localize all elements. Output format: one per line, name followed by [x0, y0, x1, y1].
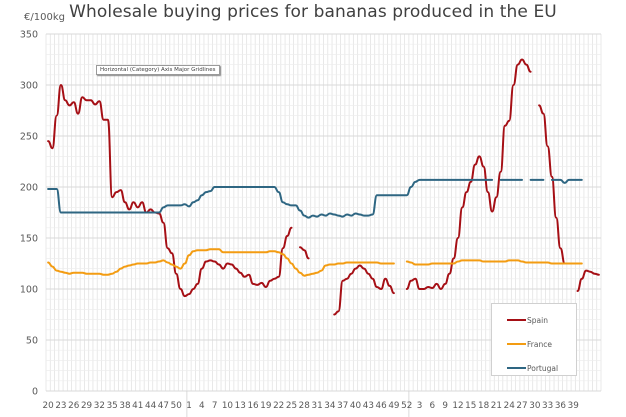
- gridlines-tooltip: Horizontal (Category) Axis Major Gridlin…: [96, 65, 220, 75]
- x-tick-label: 19: [260, 401, 271, 411]
- x-tick-label: 9: [442, 401, 448, 411]
- y-tick-label: 300: [20, 81, 38, 92]
- y-tick-label: 200: [20, 183, 38, 194]
- x-tick-label: 26: [68, 401, 80, 411]
- x-tick-label: 18: [478, 401, 489, 411]
- series-lines: [47, 58, 600, 316]
- x-tick-label: 10: [222, 401, 234, 411]
- x-tick-label: 46: [376, 401, 388, 411]
- x-tick-label: 4: [199, 401, 205, 411]
- x-tick-label: 38: [119, 401, 130, 411]
- legend-item-france: France: [507, 338, 552, 350]
- series-line-spain: [299, 246, 310, 260]
- legend-item-portugal: Portugal: [507, 362, 558, 374]
- x-tick-label: 52: [401, 401, 412, 411]
- series-line-spain: [333, 264, 395, 316]
- x-tick-label: 24: [504, 401, 516, 411]
- x-tick-label: 40: [350, 401, 362, 411]
- y-tick-label: 100: [20, 285, 38, 296]
- legend-item-spain: Spain: [507, 314, 548, 326]
- x-tick-label: 20: [43, 401, 55, 411]
- series-line-spain: [576, 269, 600, 292]
- legend-label-spain: Spain: [527, 315, 548, 325]
- series-line-spain: [538, 104, 566, 265]
- x-tick-label: 35: [107, 401, 118, 411]
- legend-swatch-portugal: [507, 367, 526, 369]
- x-tick-label: 32: [94, 401, 105, 411]
- y-tick-label: 350: [20, 30, 38, 41]
- x-tick-label: 23: [55, 401, 66, 411]
- y-tick-label: 0: [32, 387, 38, 398]
- x-tick-label: 3: [417, 401, 423, 411]
- series-line-france: [47, 248, 395, 277]
- legend: Spain France Portugal: [491, 303, 577, 376]
- y-tick-label: 50: [26, 336, 38, 347]
- legend-swatch-france: [507, 343, 526, 345]
- series-line-spain: [405, 58, 532, 290]
- x-tick-label: 34: [324, 401, 336, 411]
- chart-title: Wholesale buying prices for bananas prod…: [69, 2, 557, 22]
- x-tick-label: 47: [158, 401, 169, 411]
- x-tick-label: 1: [186, 401, 192, 411]
- x-tick-label: 15: [465, 401, 476, 411]
- x-tick-label: 22: [273, 401, 284, 411]
- x-tick-label: 37: [337, 401, 348, 411]
- legend-label-france: France: [527, 339, 552, 349]
- x-tick-label: 16: [247, 401, 259, 411]
- y-tick-labels: 0 50 100 150 200 250 300 350: [20, 30, 38, 398]
- legend-swatch-spain: [507, 319, 526, 321]
- x-tick-label: 41: [132, 401, 143, 411]
- series-line-portugal: [550, 178, 583, 184]
- x-tick-label: 50: [171, 401, 183, 411]
- y-tick-label: 250: [20, 132, 38, 143]
- x-tick-label: 31: [311, 401, 322, 411]
- x-tick-label: 36: [555, 401, 567, 411]
- x-tick-label: 33: [542, 401, 553, 411]
- x-tick-label: 29: [81, 401, 92, 411]
- x-tick-label: 13: [235, 401, 246, 411]
- x-tick-label: 28: [299, 401, 310, 411]
- x-tick-label: 44: [145, 401, 157, 411]
- x-tick-label: 39: [568, 401, 579, 411]
- y-axis-label: €/100kg: [24, 12, 65, 23]
- series-line-france: [405, 259, 583, 266]
- y-tick-label: 150: [20, 234, 38, 245]
- series-line-portugal: [47, 178, 494, 219]
- x-tick-label: 21: [491, 401, 502, 411]
- series-line-spain: [47, 84, 293, 298]
- x-tick-label: 27: [516, 401, 527, 411]
- legend-label-portugal: Portugal: [527, 363, 559, 373]
- x-tick-label: 7: [212, 401, 218, 411]
- x-tick-label: 25: [286, 401, 297, 411]
- x-tick-label: 49: [388, 401, 399, 411]
- x-tick-labels: 20 23 26 29 32 35 38 41 44 47 50 1 4 7 10 13 16 19 22 25 28 3…: [43, 401, 579, 411]
- x-tick-label: 43: [363, 401, 374, 411]
- x-tick-label: 30: [529, 401, 541, 411]
- x-tick-label: 12: [452, 401, 463, 411]
- x-tick-label: 6: [430, 401, 436, 411]
